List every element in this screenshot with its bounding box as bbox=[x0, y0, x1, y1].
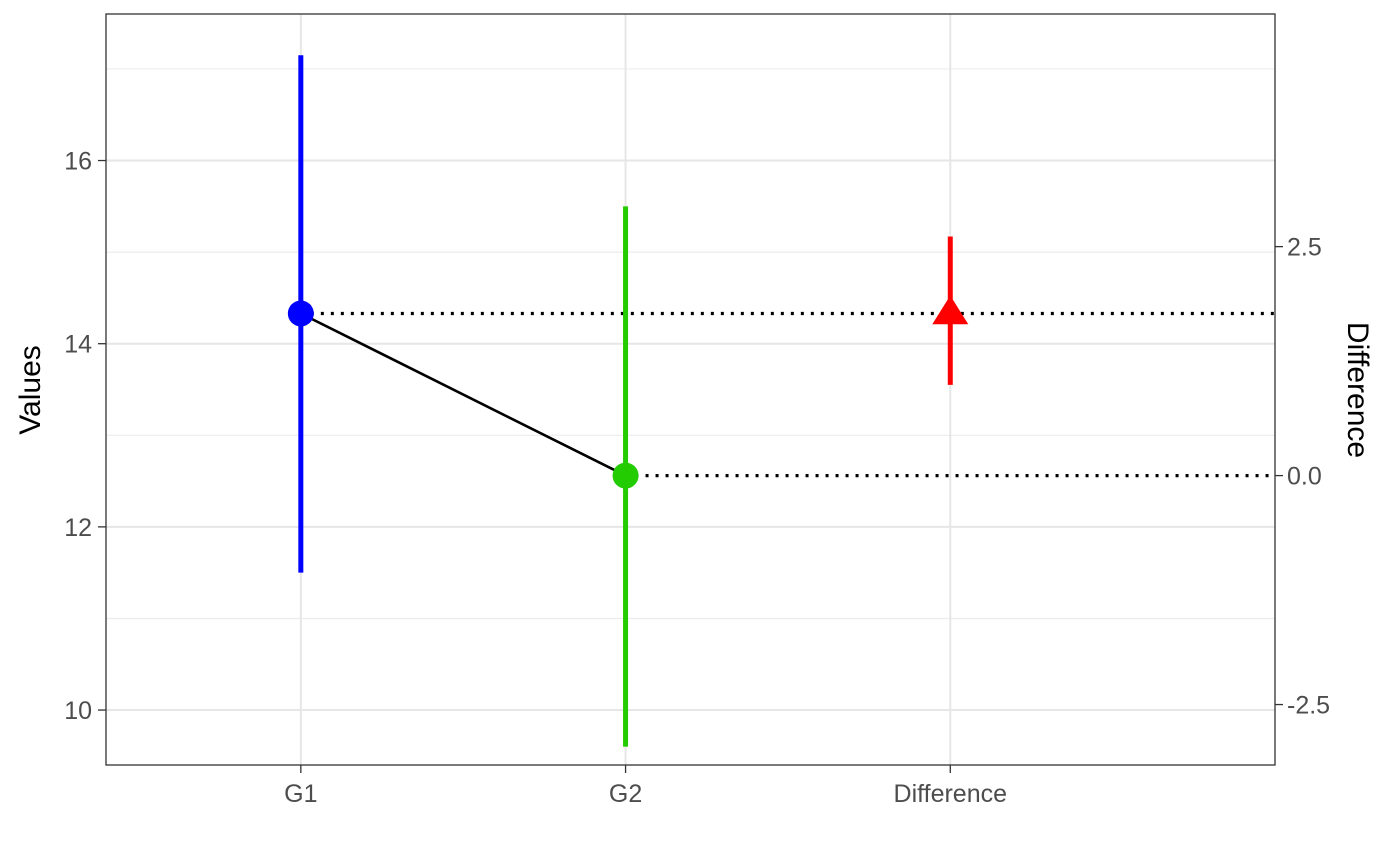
y-axis-title: Values bbox=[14, 345, 47, 435]
y2-axis-tick-label: 2.5 bbox=[1287, 234, 1322, 262]
reference-lines bbox=[300, 311, 1275, 478]
y-axis-tick-label: 14 bbox=[64, 331, 92, 359]
mean-point-g2 bbox=[612, 462, 639, 489]
x-axis-tick-label: G2 bbox=[609, 780, 642, 808]
mean-point-g1 bbox=[287, 300, 314, 327]
x-axis-tick-label: Difference bbox=[894, 780, 1008, 808]
mean-connector-line bbox=[300, 312, 627, 477]
y-axis-tick-label: 10 bbox=[64, 697, 92, 725]
y-axis-tick-label: 16 bbox=[64, 148, 92, 176]
plot-panel-border bbox=[105, 13, 1276, 766]
y2-axis-title: Difference bbox=[1341, 322, 1374, 458]
y-axis-tick-label: 12 bbox=[64, 514, 92, 542]
plot-panel bbox=[106, 14, 1275, 765]
x-axis-tick-label: G1 bbox=[284, 780, 317, 808]
difference-point-triangle bbox=[932, 295, 969, 325]
y2-axis-tick-label: -2.5 bbox=[1287, 692, 1330, 720]
y2-axis-tick-label: 0.0 bbox=[1287, 463, 1322, 491]
axes: 10 12 14 16 -2.5 0.0 2.5 G1 G2 Difference bbox=[64, 148, 1330, 808]
data-marks bbox=[287, 55, 969, 747]
